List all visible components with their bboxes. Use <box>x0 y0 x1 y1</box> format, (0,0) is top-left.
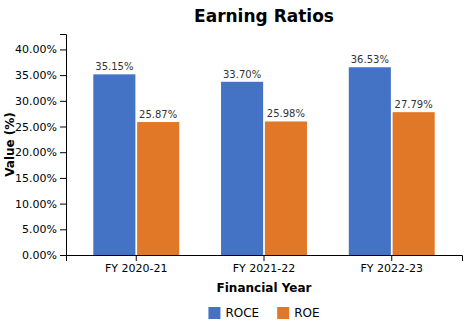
y-tick: 30.00% <box>15 95 66 108</box>
y-tick-mark <box>60 127 66 128</box>
legend-swatch <box>277 307 289 319</box>
y-tick: 40.00% <box>15 43 66 56</box>
x-tick: FY 2022-23 <box>360 255 423 275</box>
bar <box>221 82 263 255</box>
bar <box>93 74 135 255</box>
legend-label: ROE <box>294 306 319 320</box>
bar-series <box>137 112 435 255</box>
bars <box>93 67 434 255</box>
y-tick-label: 25.00% <box>15 121 57 134</box>
title: Earning Ratios <box>194 6 334 26</box>
x-tick-label: FY 2022-23 <box>360 262 423 275</box>
legend-item: ROE <box>277 306 319 320</box>
data-label: 36.53% <box>351 54 389 65</box>
data-label: 27.79% <box>395 99 433 110</box>
y-tick-label: 40.00% <box>15 43 57 56</box>
x-tick: FY 2020-21 <box>105 255 168 275</box>
bar-series <box>93 67 391 255</box>
y-tick-mark <box>60 178 66 179</box>
plot: 0.00% 5.00% 10.00% 15.00% 20.00% 25.00% 30.00%… <box>15 35 462 275</box>
x-axis-line <box>67 256 463 262</box>
y-tick: 5.00% <box>22 223 66 236</box>
y-axis-title: Value (%) <box>3 112 17 177</box>
y-tick-mark <box>60 75 66 76</box>
x-tick-mark <box>391 255 392 261</box>
y-tick-mark <box>60 255 66 256</box>
y-tick-label: 10.00% <box>15 198 57 211</box>
y-tick-mark <box>60 49 66 50</box>
y-tick: 0.00% <box>22 249 66 262</box>
x-tick-mark <box>264 255 265 261</box>
x-tick-label: FY 2020-21 <box>105 262 168 275</box>
data-label: 25.98% <box>267 108 305 119</box>
y-axis: 0.00% 5.00% 10.00% 15.00% 20.00% 25.00% 30.00%… <box>15 35 66 263</box>
y-tick: 25.00% <box>15 121 66 134</box>
y-tick-mark <box>60 152 66 153</box>
legend: ROCE ROE <box>208 306 319 320</box>
chart: 0.00% 5.00% 10.00% 15.00% 20.00% 25.00% 30.00%… <box>0 0 474 327</box>
y-tick-label: 30.00% <box>15 95 57 108</box>
data-label: 25.87% <box>139 109 177 120</box>
legend-item: ROCE <box>208 306 259 320</box>
bar <box>393 112 435 255</box>
y-tick: 35.00% <box>15 69 66 82</box>
y-tick-label: 15.00% <box>15 172 57 185</box>
bar <box>137 122 179 255</box>
data-label: 35.15% <box>95 61 133 72</box>
y-tick-label: 20.00% <box>15 146 57 159</box>
data-label: 33.70% <box>223 69 261 80</box>
x-tick: FY 2021-22 <box>233 255 296 275</box>
x-tick-mark <box>136 255 137 261</box>
bar <box>265 121 307 255</box>
y-tick: 10.00% <box>15 198 66 211</box>
y-axis-line <box>60 35 67 256</box>
y-tick-mark <box>60 204 66 205</box>
y-tick-label: 35.00% <box>15 69 57 82</box>
x-tick-label: FY 2021-22 <box>233 262 296 275</box>
y-tick-label: 0.00% <box>22 249 57 262</box>
legend-label: ROCE <box>225 306 259 320</box>
y-tick: 20.00% <box>15 146 66 159</box>
legend-swatch <box>208 307 220 319</box>
y-tick-label: 5.00% <box>22 223 57 236</box>
x-axis-title: Financial Year <box>217 281 312 295</box>
bar <box>349 67 391 255</box>
x-axis: FY 2020-21 FY 2021-22 FY 2022-23 <box>67 255 463 275</box>
data-labels: 35.15% 33.70% 36.53% 25.87% 25.98% 27.79% <box>95 54 432 120</box>
y-tick-mark <box>60 101 66 102</box>
y-tick: 15.00% <box>15 172 66 185</box>
y-tick-mark <box>60 229 66 230</box>
